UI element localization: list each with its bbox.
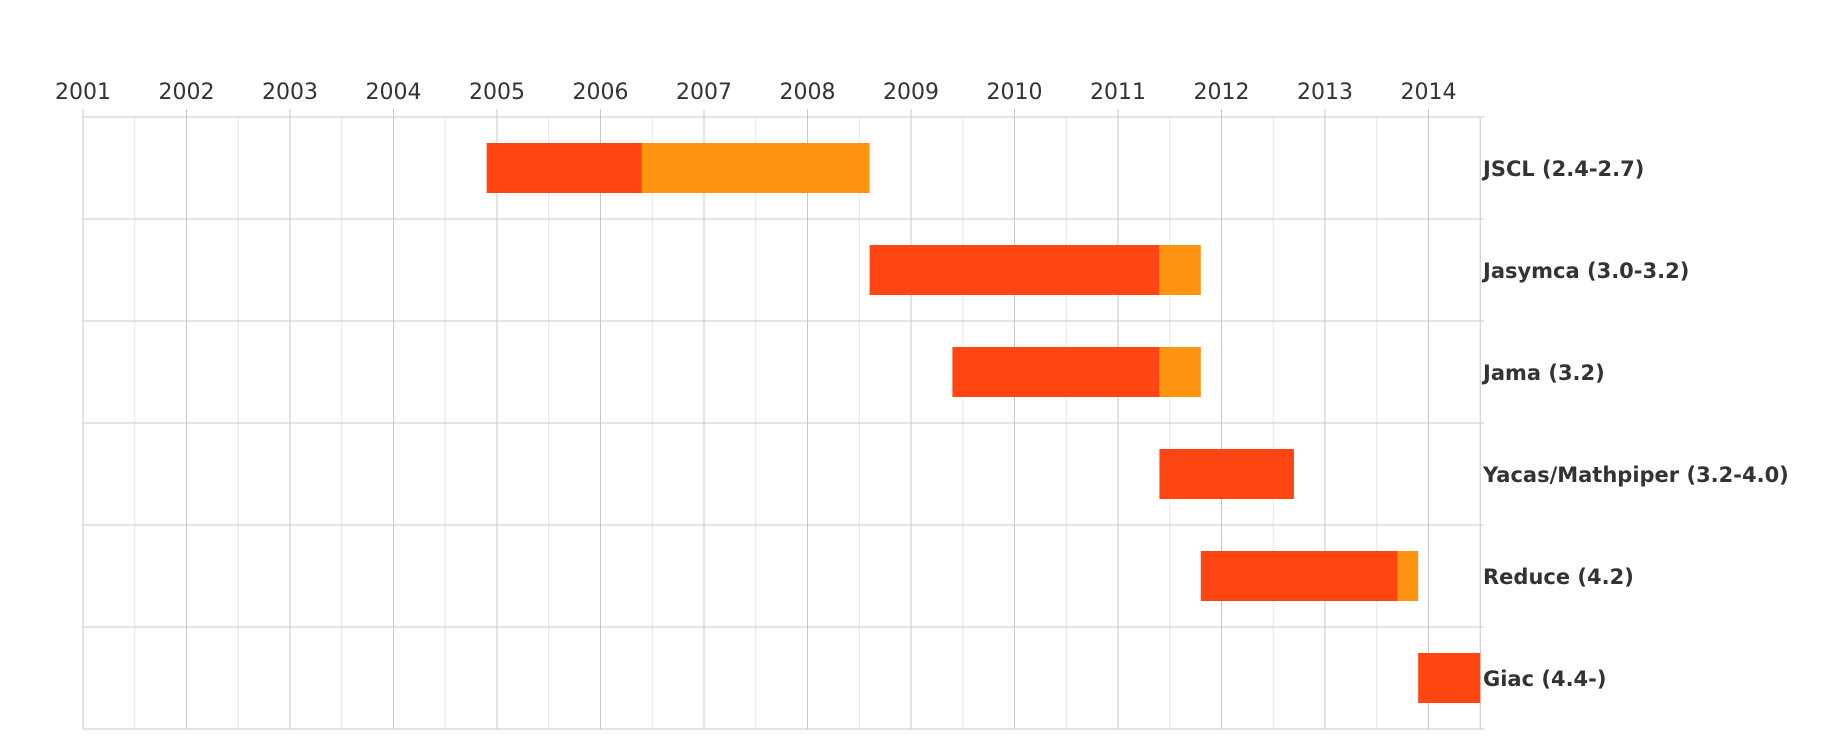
row-label: Jasymca (3.0-3.2) <box>1481 259 1689 283</box>
x-tick-label: 2013 <box>1297 80 1353 105</box>
x-tick-label: 2009 <box>883 80 939 105</box>
x-tick-label: 2001 <box>55 80 111 105</box>
bar-segment-primary <box>952 347 1160 397</box>
x-tick-label: 2002 <box>159 80 215 105</box>
bar-segment-secondary <box>1397 551 1419 601</box>
x-tick-label: 2007 <box>676 80 732 105</box>
x-tick-label: 2010 <box>987 80 1043 105</box>
bars <box>486 143 1481 703</box>
row-label: Giac (4.4-) <box>1483 667 1606 691</box>
row-labels: JSCL (2.4-2.7) Jasymca (3.0-3.2) Jama (3.2… <box>1481 157 1789 691</box>
x-tick-label: 2004 <box>366 80 422 105</box>
x-tick-label: 2012 <box>1194 80 1250 105</box>
row-label: Jama (3.2) <box>1481 361 1605 385</box>
x-tick-label: 2008 <box>780 80 836 105</box>
x-tick-label: 2011 <box>1090 80 1146 105</box>
bar-segment-primary <box>1418 653 1481 703</box>
x-tick-label: 2003 <box>262 80 318 105</box>
bar-segment-primary <box>869 245 1160 295</box>
row-label: Yacas/Mathpiper (3.2-4.0) <box>1482 463 1789 487</box>
grid <box>82 116 1485 730</box>
row-label: Reduce (4.2) <box>1483 565 1634 589</box>
bar-segment-secondary <box>641 143 870 193</box>
bar-segment-primary <box>1159 449 1294 499</box>
bar-segment-secondary <box>1159 347 1201 397</box>
x-tick-label: 2006 <box>573 80 629 105</box>
bar-segment-secondary <box>1159 245 1201 295</box>
row-label: JSCL (2.4-2.7) <box>1481 157 1644 181</box>
bar-segment-primary <box>1200 551 1398 601</box>
x-tick-label: 2005 <box>469 80 525 105</box>
bar-segment-primary <box>486 143 642 193</box>
x-tick-label: 2014 <box>1401 80 1457 105</box>
x-axis-ticks: 2001 2002 2003 2004 2005 2006 2007 2008 2009 2010… <box>55 80 1457 117</box>
